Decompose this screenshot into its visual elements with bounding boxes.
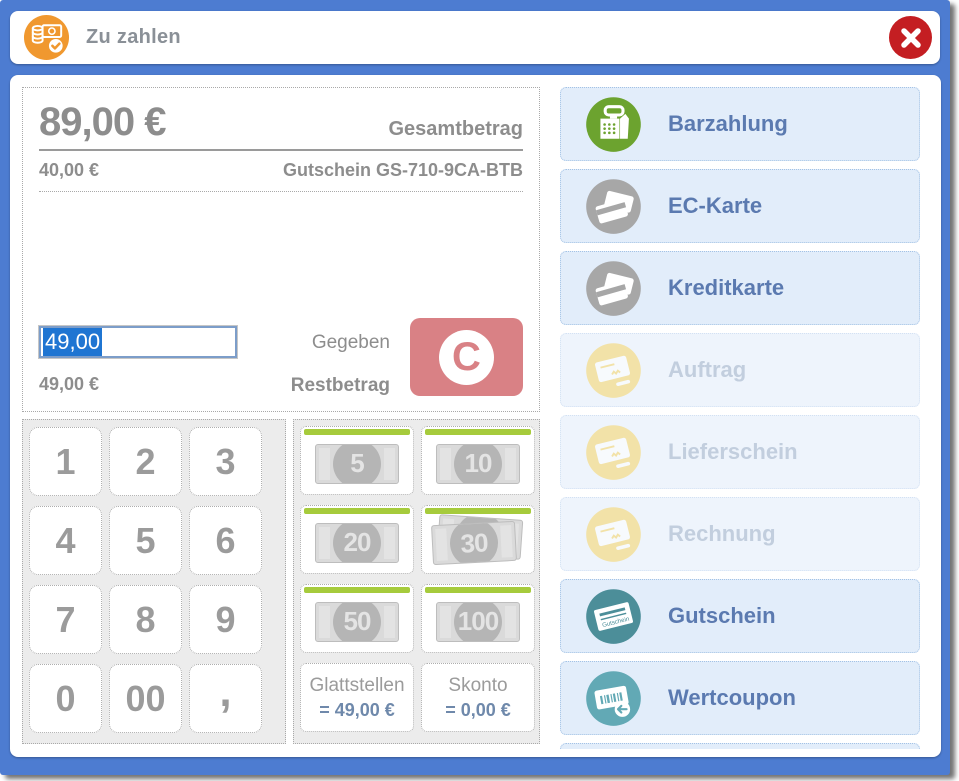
payment-method-partial[interactable] — [560, 743, 920, 749]
given-amount-input[interactable]: 49,00 — [39, 326, 237, 358]
numpad-key-2[interactable]: 2 — [109, 427, 182, 496]
numpad-key-1[interactable]: 1 — [29, 427, 102, 496]
payment-method-label: EC-Karte — [668, 193, 763, 218]
invoice-icon — [586, 506, 641, 562]
given-block: 49,00 49,00 € Gegeben Restbetrag C — [39, 318, 523, 397]
delivery-note-icon — [586, 424, 641, 480]
clear-icon: C — [439, 329, 494, 385]
numpad-key-6[interactable]: 6 — [189, 506, 262, 575]
given-amount-value: 49,00 — [43, 328, 103, 356]
numpad-key-3[interactable]: 3 — [189, 427, 262, 496]
cash-panel: 5 10 20 — [293, 419, 540, 744]
settle-value: = 49,00 € — [319, 699, 395, 720]
payment-method-rechnung[interactable]: Rechnung — [560, 497, 920, 571]
payment-method-label: Auftrag — [668, 357, 747, 382]
money-check-icon — [23, 14, 70, 61]
credit-card-icon — [586, 260, 641, 316]
total-amount: 89,00 € — [39, 100, 166, 144]
order-document-icon — [586, 342, 641, 398]
cash-button-5[interactable]: 5 — [300, 426, 414, 495]
banknote-icon: 20 — [315, 522, 399, 563]
titlebar: Zu zahlen — [10, 11, 940, 64]
cash-button-30[interactable]: 30 — [421, 505, 535, 574]
amount-summary-panel: 89,00 € Gesamtbetrag 40,00 € Gutschein G… — [22, 87, 540, 412]
total-label: Gesamtbetrag — [388, 118, 524, 140]
close-button[interactable] — [889, 16, 932, 59]
voucher-amount: 40,00 € — [39, 160, 100, 180]
numpad-key-5[interactable]: 5 — [109, 506, 182, 575]
settle-label: Glattstellen — [309, 674, 405, 696]
voucher-icon: Gutschein — [586, 588, 641, 644]
payment-method-wertcoupon[interactable]: Wertcoupon — [560, 661, 920, 735]
payment-method-barzahlung[interactable]: Barzahlung — [560, 87, 920, 161]
cash-button-100[interactable]: 100 — [421, 584, 535, 653]
settle-button[interactable]: Glattstellen = 49,00 € — [300, 663, 414, 732]
total-row: 89,00 € Gesamtbetrag — [39, 100, 523, 151]
banknote-icon: 50 — [315, 601, 399, 642]
payment-method-ec-karte[interactable]: EC-Karte — [560, 169, 920, 243]
numpad-key-8[interactable]: 8 — [109, 585, 182, 654]
numpad-key-9[interactable]: 9 — [189, 585, 262, 654]
payment-method-label: Lieferschein — [668, 439, 798, 464]
dialog-content: 89,00 € Gesamtbetrag 40,00 € Gutschein G… — [10, 75, 941, 757]
payment-method-lieferschein[interactable]: Lieferschein — [560, 415, 920, 489]
cash-register-icon — [586, 96, 641, 152]
discount-label: Skonto — [448, 674, 508, 696]
numpad-key-7[interactable]: 7 — [29, 585, 102, 654]
numpad-key-0[interactable]: 0 — [29, 664, 102, 733]
payment-method-label: Barzahlung — [668, 111, 788, 136]
banknote-icon: 5 — [315, 443, 399, 484]
voucher-label: Gutschein GS-710-9CA-BTB — [282, 160, 523, 180]
discount-button[interactable]: Skonto = 0,00 € — [421, 663, 535, 732]
payment-method-label: Kreditkarte — [668, 275, 785, 300]
numpad-key-4[interactable]: 4 — [29, 506, 102, 575]
bank-card-icon — [586, 178, 641, 234]
clear-input-button[interactable]: C — [410, 318, 523, 396]
numpad-panel: 1 2 3 4 5 6 7 8 9 0 00 , — [22, 419, 286, 744]
payment-method-label: Gutschein — [668, 603, 776, 628]
discount-value: = 0,00 € — [445, 699, 511, 720]
page-title: Zu zahlen — [86, 26, 181, 48]
rest-label: Restbetrag — [290, 375, 390, 396]
payment-method-gutschein[interactable]: Gutschein Gutschein — [560, 579, 920, 653]
cash-button-10[interactable]: 10 — [421, 426, 535, 495]
cash-button-50[interactable]: 50 — [300, 584, 414, 653]
numpad-key-00[interactable]: 00 — [109, 664, 182, 733]
amount-section: 89,00 € Gesamtbetrag 40,00 € Gutschein G… — [22, 87, 540, 753]
rest-amount: 49,00 € — [39, 374, 100, 394]
payment-methods-list: Barzahlung EC-Karte — [560, 87, 920, 749]
voucher-row: 40,00 € Gutschein GS-710-9CA-BTB — [39, 151, 523, 192]
numpad-key-comma[interactable]: , — [189, 664, 262, 733]
banknote-icon: 10 — [436, 443, 520, 484]
close-icon — [900, 27, 921, 48]
given-label: Gegeben — [311, 332, 390, 353]
payment-method-kreditkarte[interactable]: Kreditkarte — [560, 251, 920, 325]
payment-method-auftrag[interactable]: Auftrag — [560, 333, 920, 407]
banknote-stack-icon: 30 — [430, 513, 526, 569]
payment-method-label: Rechnung — [668, 521, 776, 546]
payment-method-label: Wertcoupon — [668, 685, 796, 710]
cash-button-20[interactable]: 20 — [300, 505, 414, 574]
coupon-icon — [586, 670, 641, 726]
banknote-icon: 100 — [436, 601, 520, 642]
keypad-area: 1 2 3 4 5 6 7 8 9 0 00 , — [22, 419, 540, 744]
